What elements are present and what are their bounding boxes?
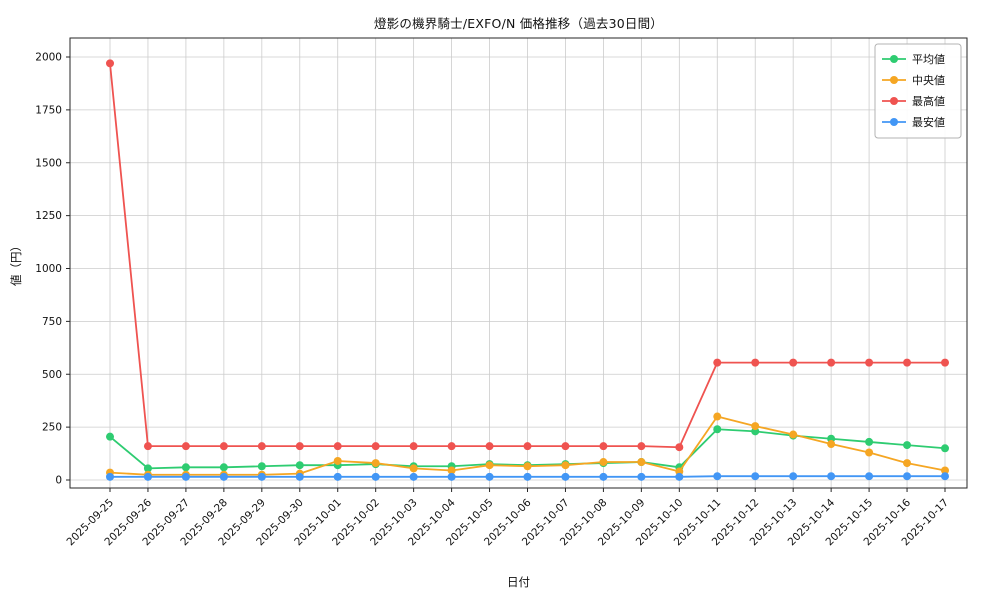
series-min-point bbox=[941, 472, 949, 481]
series-average-point bbox=[295, 461, 304, 470]
series-median-point bbox=[333, 456, 342, 465]
series-min-point bbox=[295, 472, 304, 481]
series-max-point bbox=[523, 442, 532, 451]
series-min-point bbox=[219, 472, 228, 481]
series-max-point bbox=[485, 442, 494, 451]
series-min-point bbox=[903, 472, 912, 481]
series-max-point bbox=[106, 59, 114, 68]
series-max-point bbox=[675, 443, 684, 452]
series-min-point bbox=[485, 472, 494, 481]
series-max-point bbox=[941, 358, 949, 367]
series-median-point bbox=[523, 462, 532, 471]
series-max-point bbox=[295, 442, 304, 451]
series-average-point bbox=[143, 464, 152, 473]
series-min-point bbox=[106, 472, 114, 481]
series-median-point bbox=[637, 458, 646, 467]
series-min-point bbox=[143, 472, 152, 481]
series-median-point bbox=[903, 459, 912, 468]
series-median-point bbox=[371, 459, 380, 468]
legend-label-max: 最高値 bbox=[912, 94, 945, 108]
series-average-point bbox=[941, 444, 949, 453]
y-tick-label: 1250 bbox=[35, 210, 62, 222]
series-max-point bbox=[599, 442, 608, 451]
series-max-point bbox=[181, 442, 190, 451]
legend-label-average: 平均値 bbox=[912, 53, 945, 66]
series-min-point bbox=[447, 472, 456, 481]
series-average-point bbox=[219, 463, 228, 472]
series-max-point bbox=[219, 442, 228, 451]
series-min-point bbox=[371, 472, 380, 481]
y-tick-label: 250 bbox=[42, 422, 62, 434]
series-min-point bbox=[789, 472, 798, 481]
series-max-point bbox=[333, 442, 342, 451]
series-median-point bbox=[713, 412, 722, 421]
series-max-point bbox=[751, 358, 760, 367]
legend-label-median: 中央値 bbox=[912, 74, 945, 87]
y-tick-label: 1500 bbox=[35, 157, 62, 169]
series-min-point bbox=[599, 472, 608, 481]
series-max-point bbox=[561, 442, 570, 451]
series-max-point bbox=[827, 358, 836, 367]
series-min-point bbox=[713, 472, 722, 481]
series-max-point bbox=[903, 358, 912, 367]
series-median-point bbox=[409, 464, 418, 473]
y-tick-label: 500 bbox=[42, 369, 62, 381]
legend bbox=[874, 43, 962, 139]
series-min-point bbox=[751, 472, 760, 481]
series-min-point bbox=[257, 472, 266, 481]
series-average-point bbox=[865, 437, 874, 446]
series-max-point bbox=[143, 442, 152, 451]
series-median-point bbox=[827, 440, 836, 449]
y-tick-label: 0 bbox=[55, 475, 62, 487]
series-min-point bbox=[675, 472, 684, 481]
series-max-point bbox=[789, 358, 798, 367]
series-min-point bbox=[523, 472, 532, 481]
series-min-point bbox=[409, 472, 418, 481]
series-min-point bbox=[865, 472, 874, 481]
legend-label-min: 最安値 bbox=[912, 115, 945, 129]
legend-marker-min bbox=[890, 118, 898, 126]
legend-marker-median bbox=[890, 76, 898, 84]
series-average-point bbox=[903, 441, 912, 450]
series-average-point bbox=[257, 462, 266, 471]
series-max-point bbox=[865, 358, 874, 367]
series-average-point bbox=[106, 432, 114, 441]
series-max-point bbox=[409, 442, 418, 451]
series-average-point bbox=[181, 463, 190, 472]
y-tick-label: 2000 bbox=[35, 52, 62, 64]
y-tick-label: 1750 bbox=[35, 104, 62, 116]
legend-marker-max bbox=[890, 97, 898, 105]
series-max-point bbox=[257, 442, 266, 451]
series-median-point bbox=[751, 422, 760, 431]
series-median-point bbox=[599, 458, 608, 467]
series-min-point bbox=[333, 472, 342, 481]
series-median-point bbox=[865, 448, 874, 457]
series-max-point bbox=[637, 442, 646, 451]
legend-marker-average bbox=[890, 55, 898, 63]
series-min-point bbox=[827, 472, 836, 481]
y-tick-label: 1000 bbox=[35, 263, 62, 275]
series-min-point bbox=[637, 472, 646, 481]
series-min-point bbox=[181, 472, 190, 481]
y-tick-label: 750 bbox=[42, 316, 62, 328]
chart-title: 燈影の機界騎士/EXFO/N 価格推移（過去30日間） bbox=[373, 16, 664, 31]
series-max-point bbox=[447, 442, 456, 451]
series-min-point bbox=[561, 472, 570, 481]
series-median-point bbox=[941, 466, 949, 475]
series-median-point bbox=[485, 461, 494, 470]
series-median-point bbox=[561, 461, 570, 470]
series-median-point bbox=[447, 466, 456, 475]
series-max-point bbox=[713, 358, 722, 367]
plot-border bbox=[69, 37, 968, 489]
series-average-point bbox=[713, 425, 722, 434]
series-max-point bbox=[371, 442, 380, 451]
series-median-point bbox=[789, 430, 798, 439]
x-axis-label: 日付 bbox=[507, 575, 530, 589]
